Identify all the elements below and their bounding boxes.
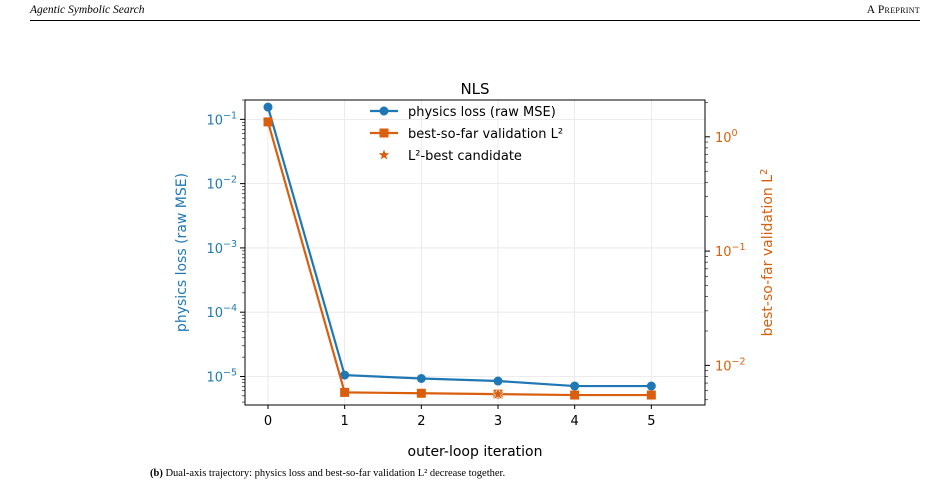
x-tick-label: 2 [417,414,425,429]
series-point-validation [416,388,426,398]
series-point-validation [570,390,580,400]
series-point-validation [263,117,273,127]
series-point-physics [493,376,503,386]
y-left-tick-label: 10−5 [206,367,237,385]
x-tick-label: 5 [647,414,655,429]
legend-label-3: L²-best candidate [408,149,522,164]
legend-label-2: best-so-far validation L² [408,127,563,142]
series-line-1 [266,106,652,388]
caption-tag: (b) [150,468,163,479]
highlight-star [491,386,505,401]
plot-frame [244,99,706,406]
chart-title: NLS [460,80,489,98]
y-left-tick-label: 10−1 [206,110,237,128]
legend-star-icon [378,149,390,160]
y-right-tick-label: 100 [715,128,738,146]
series-line-2 [266,121,652,397]
legend-marker-validation [379,128,389,138]
header-rule [30,20,920,21]
x-tick-label: 0 [264,414,272,429]
series-lines [263,102,656,401]
y-right-axis-label: best-so-far validation L2 [759,169,776,337]
series-point-physics [263,102,273,112]
series-point-validation [646,390,656,400]
y-left-axis-label: physics loss (raw MSE) [174,173,190,332]
running-header-title: Agentic Symbolic Search [30,4,145,16]
legend: physics loss (raw MSE) best-so-far valida… [370,105,563,164]
y-right-tick-label: 10−2 [715,356,746,374]
series-point-physics [340,370,350,380]
axis-ticks: 0 1 2 3 4 5 10−5 10−4 10−3 10−2 10−1 10−2 10−1 100 [206,99,746,429]
x-tick-label: 3 [494,414,502,429]
series-point-physics [646,381,656,391]
legend-label-1: physics loss (raw MSE) [408,105,556,120]
y-left-tick-label: 10−3 [206,239,237,257]
figure-caption: (b) Dual-axis trajectory: physics loss a… [150,468,505,479]
y-left-tick-label: 10−2 [206,175,237,193]
x-axis-label: outer-loop iteration [408,444,543,460]
grid-lines [245,100,705,405]
series-point-physics [570,381,580,391]
running-header-preprint: A Preprint [866,4,920,16]
legend-marker-physics [379,106,389,116]
y-right-tick-label: 10−1 [715,242,746,260]
x-tick-label: 1 [341,414,349,429]
y-left-tick-label: 10−4 [206,303,237,321]
series-point-physics [416,374,426,384]
series-point-validation [340,387,350,397]
x-tick-label: 4 [571,414,579,429]
caption-text: Dual-axis trajectory: physics loss and b… [165,468,506,479]
